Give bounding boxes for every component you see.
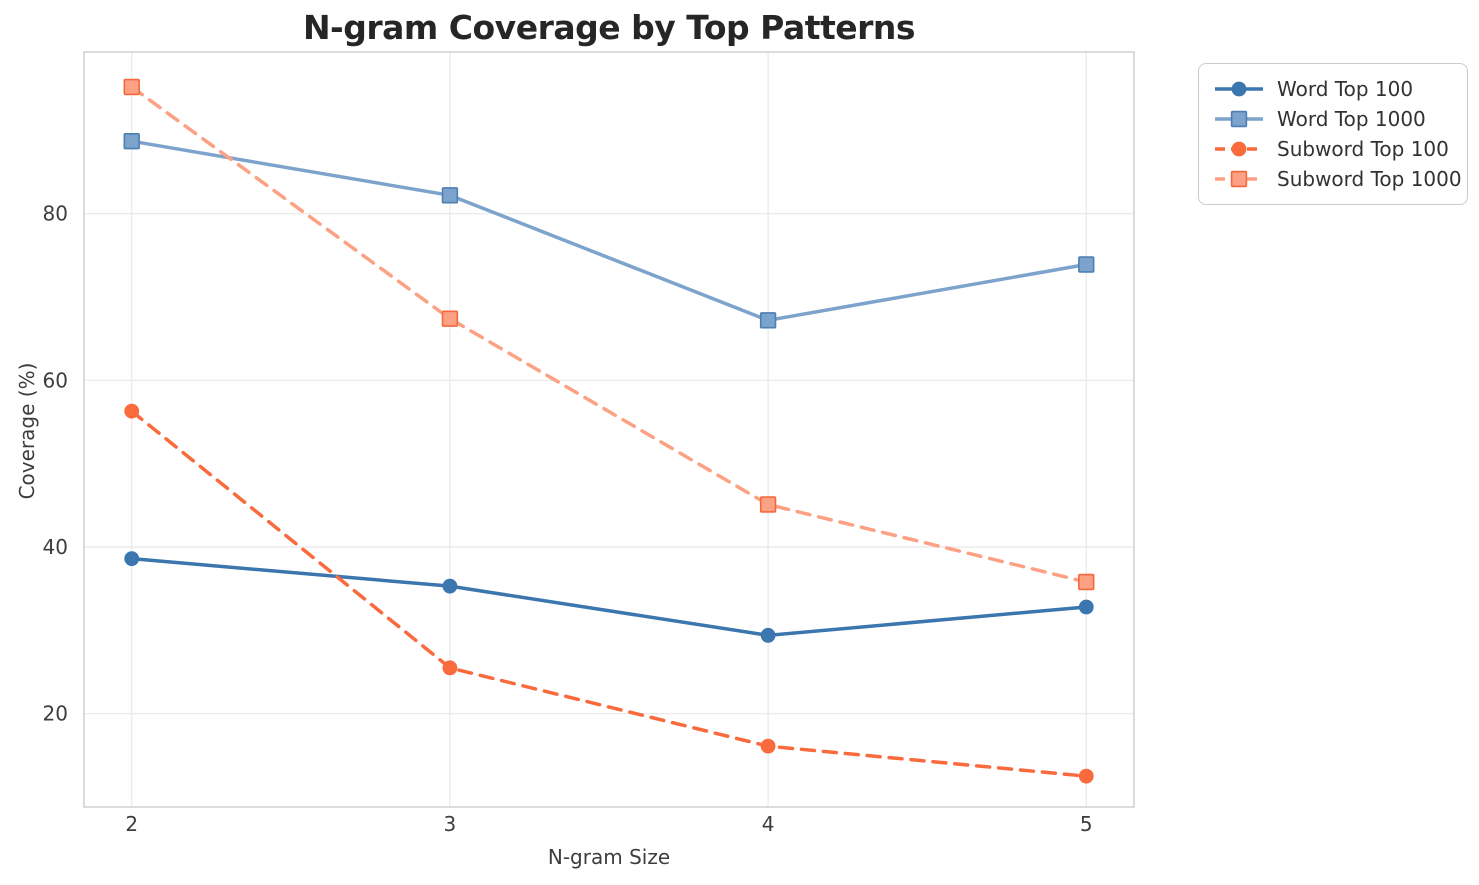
- series-line-subword-top-100: [129, 409, 1089, 778]
- legend-item-subword-top-100: Subword Top 100: [1213, 134, 1453, 164]
- legend: Word Top 100 Word Top 1000 Subword Top 100…: [1198, 63, 1468, 205]
- y-tick-label: 60: [43, 368, 68, 392]
- series-word-top-100: [124, 551, 1094, 643]
- legend-label: Subword Top 1000: [1277, 167, 1462, 191]
- legend-label: Subword Top 100: [1277, 137, 1449, 161]
- x-tick-label: 2: [125, 812, 138, 836]
- series-subword-top-1000: [123, 78, 1095, 591]
- axes-spines: [83, 51, 1135, 808]
- data-point-subword-top-100: [1231, 141, 1247, 157]
- data-point-word-top-1000: [1078, 256, 1095, 273]
- data-point-subword-top-1000: [441, 310, 459, 327]
- data-point-word-top-100: [1078, 599, 1094, 615]
- y-axis-label: Coverage (%): [15, 362, 39, 500]
- y-tick-label: 40: [43, 535, 68, 559]
- legend-label: Word Top 1000: [1277, 107, 1426, 131]
- series-line-word-top-100: [129, 556, 1089, 638]
- series-line-word-top-1000: [129, 139, 1089, 323]
- x-axis-label: N-gram Size: [547, 845, 671, 869]
- data-point-word-top-100: [1231, 81, 1247, 97]
- legend-swatch-word-top-1000: [1215, 110, 1263, 128]
- data-point-subword-top-100: [1078, 768, 1094, 784]
- y-tick-label: 80: [43, 202, 68, 226]
- chart-title: N-gram Coverage by Top Patterns: [302, 8, 916, 47]
- series-line-subword-top-1000: [129, 85, 1089, 584]
- legend-item-subword-top-1000: Subword Top 1000: [1213, 164, 1462, 194]
- x-tick-label: 4: [762, 812, 775, 836]
- data-point-subword-top-100: [760, 738, 776, 754]
- x-tick-label: 3: [444, 812, 457, 836]
- legend-item-word-top-1000: Word Top 1000: [1213, 104, 1453, 134]
- series-subword-top-100: [124, 403, 1094, 784]
- x-tick-label: 5: [1080, 812, 1093, 836]
- data-point-subword-top-1000: [1078, 573, 1095, 591]
- series-word-top-1000: [123, 132, 1095, 329]
- legend-swatch-subword-top-1000: [1215, 170, 1263, 188]
- data-point-subword-top-1000: [1230, 170, 1248, 188]
- data-point-word-top-100: [124, 551, 140, 567]
- legend-swatch-subword-top-100: [1215, 141, 1263, 157]
- data-point-word-top-100: [760, 627, 776, 643]
- data-point-subword-top-100: [442, 660, 458, 676]
- y-tick-label: 20: [43, 702, 68, 726]
- data-point-subword-top-100: [124, 403, 140, 419]
- data-point-word-top-100: [442, 578, 458, 594]
- legend-item-word-top-100: Word Top 100: [1213, 74, 1453, 104]
- data-point-word-top-1000: [759, 312, 777, 329]
- data-point-word-top-1000: [123, 132, 140, 150]
- data-point-subword-top-1000: [123, 78, 140, 96]
- data-point-subword-top-1000: [759, 496, 777, 513]
- data-point-word-top-1000: [1230, 110, 1248, 128]
- legend-label: Word Top 100: [1277, 77, 1414, 101]
- data-point-word-top-1000: [441, 187, 459, 204]
- legend-swatch-word-top-100: [1215, 81, 1263, 97]
